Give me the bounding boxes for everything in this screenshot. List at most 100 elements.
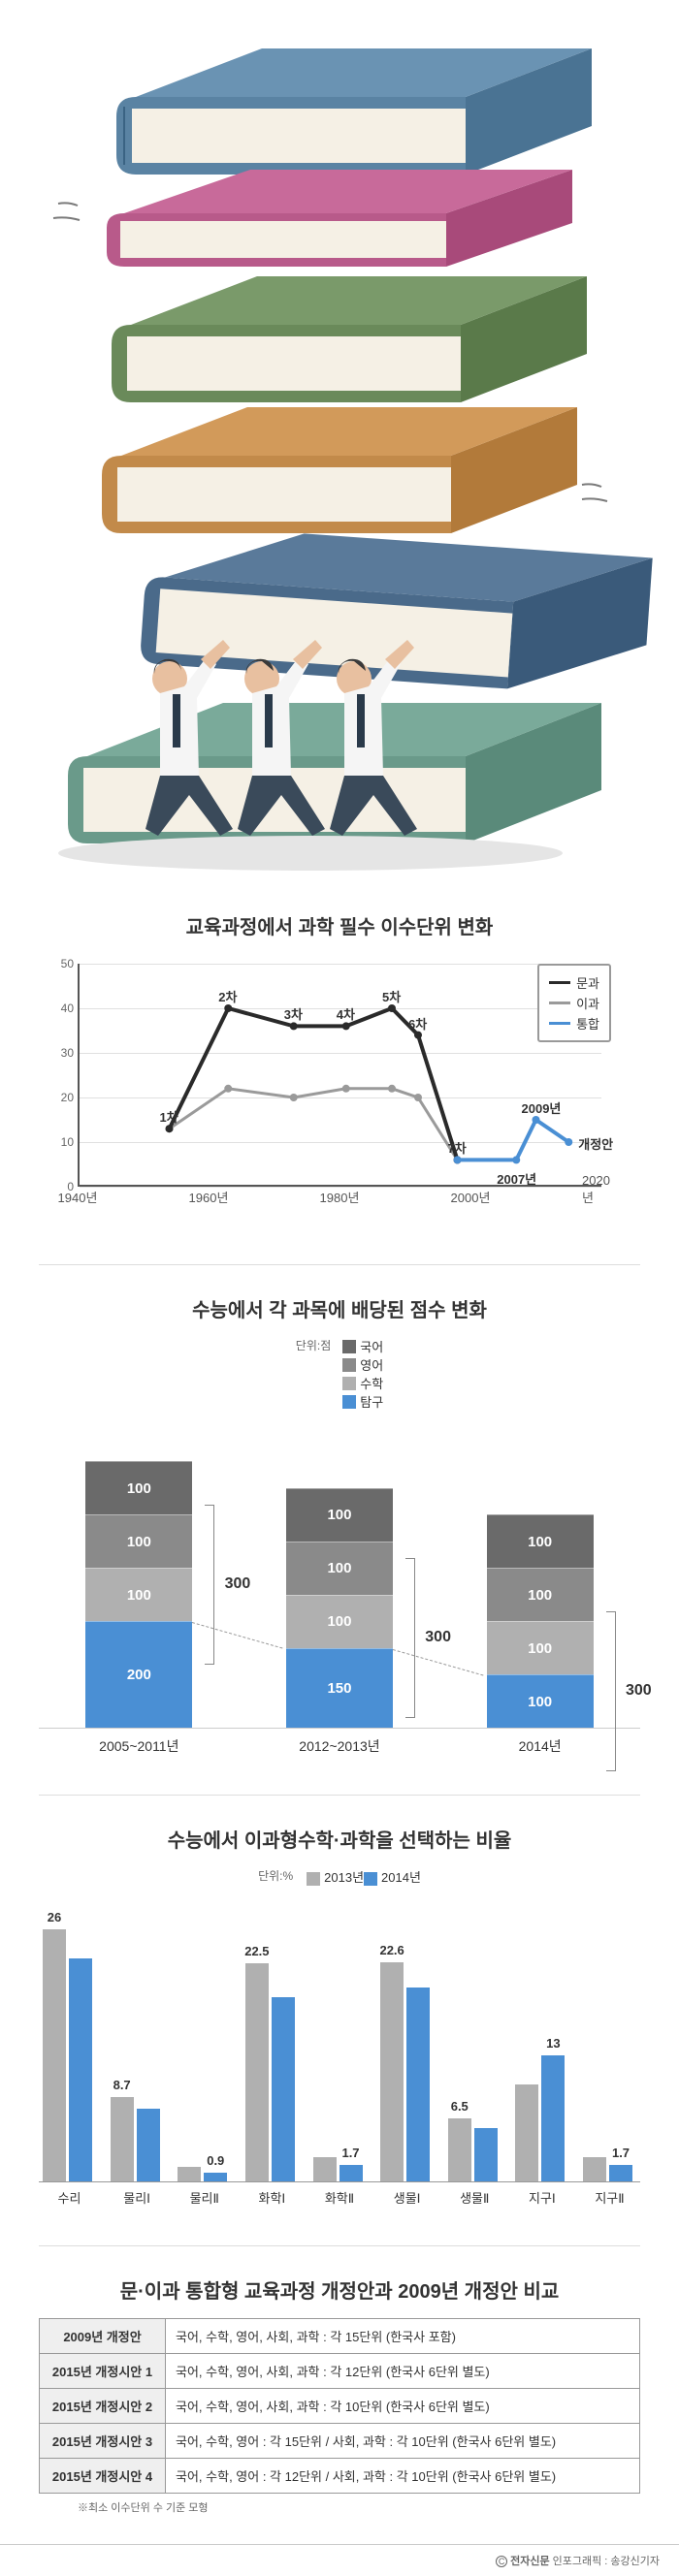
row-data: 국어, 수학, 영어, 사회, 과학 : 각 10단위 (한국사 6단위 별도) [166,2389,640,2424]
legend-item: 2014년 [364,1870,421,1885]
bar-value: 26 [48,1910,61,1924]
x-label: 지구Ⅰ [515,2188,568,2207]
legend-item: 이과 [549,994,599,1012]
grouped-bar-title: 수능에서 이과형수학·과학을 선택하는 비율 [39,1825,640,1853]
bar-group: 22.5 [245,1963,299,2181]
bar-group: 13 [515,2055,568,2181]
bar-group: 8.7 [111,2097,164,2181]
bar [515,2084,538,2181]
bar-segment: 100 [487,1621,594,1674]
x-label: 2005~2011년 [81,1736,197,1756]
table-row: 2015년 개정시안 1국어, 수학, 영어, 사회, 과학 : 각 12단위 … [40,2354,640,2389]
stacked-bar-column: 100100100100300 [482,1514,598,1728]
line-chart-legend: 문과이과통합 [537,964,611,1042]
total-label: 300 [626,1682,652,1700]
bar [69,1958,92,2181]
total-label: 300 [425,1629,451,1646]
bar: 22.5 [245,1963,269,2181]
row-data: 국어, 수학, 영어, 사회, 과학 : 각 12단위 (한국사 6단위 별도) [166,2354,640,2389]
x-tick: 1980년 [320,1188,360,1206]
stacked-bar-section: 수능에서 각 과목에 배당된 점수 변화 단위:점 국어영어수학탐구 10010… [0,1275,679,1785]
row-header: 2015년 개정시안 4 [40,2459,166,2494]
bar [406,1988,430,2181]
bar: 26 [43,1929,66,2181]
bar-group: 26 [43,1929,96,2181]
bar-group: 0.9 [178,2167,231,2181]
bar-segment: 100 [487,1674,594,1728]
bar-segment: 200 [85,1621,192,1728]
x-label: 물리Ⅰ [111,2188,164,2207]
bar-value: 6.5 [451,2099,469,2114]
bar: 1.7 [340,2165,363,2181]
row-header: 2015년 개정시안 3 [40,2424,166,2459]
bar [313,2157,337,2181]
bar-segment: 100 [85,1514,192,1568]
legend-item: 문과 [549,973,599,992]
grouped-bar-plot: 26 8.7 0.9 22.5 1.7 22.6 6.5 13 1.7 [39,1892,640,2182]
point-label: 7차 [448,1138,467,1157]
point-label: 6차 [408,1014,427,1033]
y-tick: 10 [39,1135,74,1149]
grouped-bar-section: 수능에서 이과형수학·과학을 선택하는 비율 단위:% 2013년2014년 2… [0,1805,679,2236]
x-label: 물리Ⅱ [178,2188,231,2207]
bar [474,2128,498,2181]
point-label: 2007년 [497,1169,536,1188]
point-label: 개정안 [578,1134,613,1153]
stacked-bar-plot: 1001001002003001001001001503001001001001… [39,1418,640,1729]
row-header: 2009년 개정안 [40,2319,166,2354]
table-row: 2015년 개정시안 4국어, 수학, 영어 : 각 12단위 / 사회, 과학… [40,2459,640,2494]
bar: 1.7 [609,2165,632,2181]
x-label: 화학Ⅱ [313,2188,367,2207]
bar [583,2157,606,2181]
comparison-table: 2009년 개정안국어, 수학, 영어, 사회, 과학 : 각 15단위 (한국… [39,2318,640,2494]
x-label: 생물Ⅰ [380,2188,434,2207]
line-chart: 문과이과통합 01020304050 1940년1960년1980년2000년2… [39,954,640,1225]
x-label: 생물Ⅱ [448,2188,501,2207]
stacked-bar-title: 수능에서 각 과목에 배당된 점수 변화 [39,1294,640,1322]
bar: 0.9 [204,2173,227,2181]
bar-segment: 100 [487,1514,594,1568]
bar-group: 1.7 [583,2157,636,2181]
table-note: ※최소 이수단위 수 기준 모형 [78,2499,640,2515]
bar-value: 0.9 [207,2153,224,2168]
total-label: 300 [225,1575,251,1593]
line-chart-title: 교육과정에서 과학 필수 이수단위 변화 [39,911,640,939]
legend-item: 수학 [342,1374,383,1392]
point-label: 2차 [218,987,237,1005]
y-tick: 50 [39,957,74,970]
bar [272,1997,295,2181]
table-row: 2009년 개정안국어, 수학, 영어, 사회, 과학 : 각 15단위 (한국… [40,2319,640,2354]
line-chart-section: 교육과정에서 과학 필수 이수단위 변화 문과이과통합 01020304050 … [0,892,679,1255]
bar-segment: 100 [487,1568,594,1621]
x-tick: 1960년 [189,1188,229,1206]
y-tick: 40 [39,1002,74,1015]
point-label: 2009년 [522,1098,562,1117]
row-data: 국어, 수학, 영어 : 각 12단위 / 사회, 과학 : 각 10단위 (한… [166,2459,640,2494]
stacked-bar-column: 100100100150300 [281,1488,398,1729]
table-title: 문·이과 통합형 교육과정 개정안과 2009년 개정안 비교 [39,2275,640,2304]
y-tick: 20 [39,1091,74,1104]
x-label: 2014년 [482,1736,598,1756]
bar-segment: 100 [85,1568,192,1621]
x-label: 2012~2013년 [281,1736,398,1756]
point-label: 3차 [284,1004,303,1023]
bar-group: 1.7 [313,2157,367,2181]
bar: 8.7 [111,2097,134,2181]
row-header: 2015년 개정시안 1 [40,2354,166,2389]
table-row: 2015년 개정시안 2국어, 수학, 영어, 사회, 과학 : 각 10단위 … [40,2389,640,2424]
row-data: 국어, 수학, 영어 : 각 15단위 / 사회, 과학 : 각 10단위 (한… [166,2424,640,2459]
bar-segment: 100 [286,1488,393,1542]
bar-value: 1.7 [341,2146,359,2160]
x-label: 지구Ⅱ [583,2188,636,2207]
point-label: 1차 [160,1107,178,1126]
stacked-bar-column: 100100100200300 [81,1461,197,1728]
point-label: 4차 [337,1004,355,1023]
x-tick: 1940년 [58,1188,98,1206]
y-tick: 30 [39,1046,74,1060]
bar: 22.6 [380,1962,404,2181]
legend-item: 국어 [342,1337,383,1355]
bar-value: 22.6 [379,1943,404,1957]
legend-item: 영어 [342,1355,383,1374]
bar-value: 22.5 [244,1944,269,1958]
bar-segment: 150 [286,1648,393,1729]
